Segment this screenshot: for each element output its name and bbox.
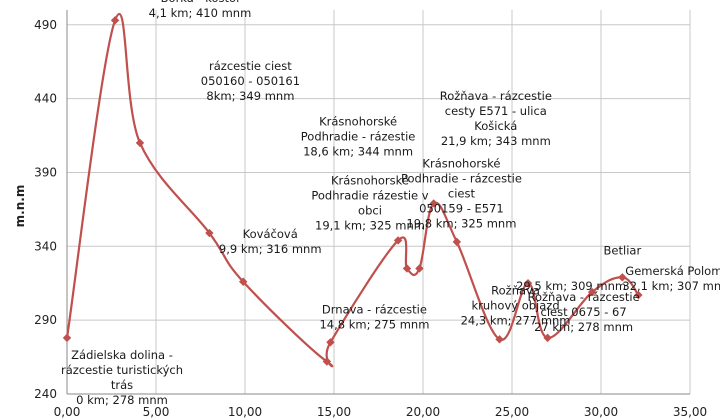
data-label: Betliar [604,243,642,257]
data-label-line: Podhradie - rázestie [301,129,416,143]
data-label-line: ciest 0675 - 67 [541,305,627,319]
y-tick-label: 340 [34,239,57,253]
data-label-line: trás [111,378,133,392]
y-tick-label: 390 [34,165,57,179]
data-label-line: Gemerská Poloma [625,264,720,278]
data-label-line: Kováčová [243,227,298,241]
x-tick-label: 35,00 [673,405,707,419]
data-label-line: Krásnohorské [422,156,500,170]
data-label: Krásnohorské Podhradie - rázcestie ciest 05… [401,156,522,230]
data-label-line: Zádielska dolina - [71,348,173,362]
data-label-line: Rožňava [491,283,540,297]
x-tick-label: 15,00 [317,405,351,419]
data-label: Kováčová 9,9 km; 316 mnm [219,227,322,256]
data-label-line: 19,8 km; 325 mnm [406,216,516,230]
data-label-line: 4,1 km; 410 mnm [149,6,252,20]
data-label-line: rázcestie turistických [61,363,183,377]
data-point-marker [402,264,412,273]
y-axis-label: m.n.m [13,185,27,228]
data-label: 29,5 km; 309 mnm [516,279,626,293]
data-label: rázcestie ciest 050160 - 050161 8km; 349 m… [201,59,300,103]
x-tick-label: 10,00 [228,405,262,419]
data-label: Krásnohorské Podhradie rázestie v obci 19,1… [311,173,428,232]
elevation-line [65,12,640,368]
data-label: Drnava - rázcestie 14,8 km; 275 mnm [319,302,429,331]
data-label-line: Bôrka - kostol [161,0,240,5]
data-label: Rožňava kruhový objazd 24,3 km; 277 mnm [461,283,571,327]
x-tick-label: 20,00 [406,405,440,419]
data-label: Zádielska dolina -rázcestie turistických… [61,348,183,407]
data-label-line: Drnava - rázcestie [322,302,427,316]
data-label-line: 050160 - 050161 [201,74,300,88]
tick-labels: 0,00 5,00 10,00 15,00 20,00 25,00 30,00 35,00 24… [34,18,707,419]
data-label-line: Krásnohorské [331,173,409,187]
data-label-line: Podhradie rázestie v [311,188,428,202]
x-tick-label: 25,00 [495,405,529,419]
series-markers [62,16,643,366]
data-label: Krásnohorské Podhradie - rázestie 18,6 km;… [301,114,416,158]
data-point-marker [110,16,120,25]
data-point-marker [452,237,462,247]
data-point-marker [415,264,424,273]
axes [66,10,690,395]
data-label-line: Rožňava - rázcestie [440,89,552,103]
y-tick-label: 240 [34,387,57,401]
data-label: Rožňava - rázcestie cesty E571 - ulica Koš… [440,89,552,148]
data-label-line: 14,8 km; 275 mnm [319,317,429,331]
y-tick-label: 440 [34,92,57,106]
y-tick-label: 490 [34,18,57,32]
data-point-marker [587,287,597,297]
data-point-marker [326,338,335,347]
data-label-line: 8km; 349 mnm [206,89,294,103]
data-point-marker [135,138,145,148]
data-point-marker [62,333,72,343]
data-label-line: 29,5 km; 309 mnm [516,279,626,293]
series-line [65,12,640,368]
data-label-line: 27 km; 278 mnm [534,320,633,334]
x-tick-label: 5,00 [143,405,170,419]
data-label-line: Podhradie - rázcestie [401,171,522,185]
data-label-line: Krásnohorské [319,114,397,128]
data-label-line: rázcestie ciest [209,59,292,73]
data-label: Rožňava - rázcestie ciest 0675 - 67 27 km;… [528,290,640,334]
y-tick-label: 290 [34,313,57,327]
data-point-marker [429,199,438,208]
data-point-marker [495,335,504,344]
data-label-line: 32,1 km; 307 mnm [622,279,720,293]
data-point-marker [618,273,627,282]
data-label-line: obci [358,203,382,217]
x-tick-label: 30,00 [584,405,618,419]
data-point-marker [205,228,214,238]
data-point-marker [634,290,643,300]
x-tick-label: 0,00 [54,405,81,419]
data-point-marker [393,236,403,245]
data-point-marker [523,279,533,288]
data-label-line: 19,1 km; 325 mnm [315,218,425,232]
data-label-line: 9,9 km; 316 mnm [219,242,322,256]
data-label-line: Rožňava - rázcestie [528,290,640,304]
data-labels: Zádielska dolina -rázcestie turistických… [61,0,720,407]
data-label-line: 0 km; 278 mnm [76,393,168,407]
data-label-line: 18,6 km; 344 mnm [303,144,413,158]
grid-lines [67,10,691,395]
data-label: Bôrka - kostol4,1 km; 410 mnm [149,0,252,20]
data-label-line: 050159 - E571 [419,201,504,215]
data-label-line: ciest [448,186,476,200]
data-point-marker [322,357,332,366]
data-label-line: kruhový objazd [471,298,559,312]
data-point-marker [239,277,248,286]
data-label-line: 21,9 km; 343 mnm [441,134,551,148]
data-point-marker [543,333,552,343]
data-label-line: cesty E571 - ulica [445,104,547,118]
data-label-line: 24,3 km; 277 mnm [461,313,571,327]
data-label-line: Košická [474,119,517,133]
data-label-line: Betliar [604,243,642,257]
